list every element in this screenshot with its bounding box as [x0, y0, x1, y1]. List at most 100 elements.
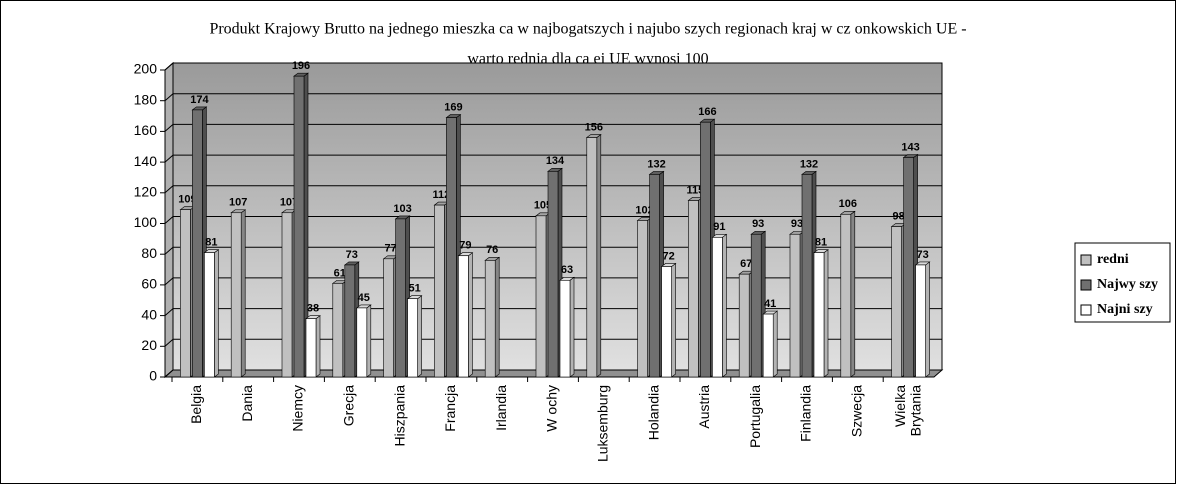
- bar: [649, 174, 660, 378]
- y-tick-label: 160: [134, 122, 158, 138]
- x-tick-label: WielkaBrytania: [892, 385, 923, 437]
- bar-side: [925, 261, 930, 378]
- data-label: 45: [358, 292, 370, 304]
- data-label: 102: [635, 204, 653, 216]
- bar: [180, 209, 191, 378]
- bar: [750, 233, 762, 378]
- data-label: 112: [433, 189, 451, 201]
- data-label: 81: [815, 237, 827, 249]
- bar: [547, 171, 559, 378]
- data-label: 93: [791, 218, 803, 230]
- x-tick-label: Szwecja: [849, 385, 865, 437]
- bar: [192, 109, 203, 378]
- data-label: 169: [444, 101, 462, 113]
- x-tick-label: Luksemburg: [595, 385, 611, 462]
- bar: [395, 218, 406, 378]
- chart-title: Produkt Krajowy Brutto na jednego mieszk…: [209, 21, 966, 38]
- data-label: 77: [384, 243, 396, 255]
- bar-side: [596, 133, 602, 378]
- grid-line: [164, 246, 174, 255]
- data-label: 93: [752, 218, 764, 230]
- data-label: 98: [892, 210, 904, 222]
- bar: [332, 283, 344, 378]
- bar: [446, 117, 457, 378]
- bar: [813, 252, 825, 378]
- grid-line: [164, 62, 174, 71]
- data-label: 132: [800, 158, 818, 170]
- x-tick-label: Portugalia: [747, 385, 763, 448]
- data-label: 103: [393, 203, 411, 215]
- y-tick-label: 200: [134, 61, 158, 77]
- bar: [738, 273, 750, 378]
- bar: [891, 226, 902, 378]
- bar: [356, 307, 368, 378]
- bar: [434, 204, 445, 378]
- y-tick-label: 80: [141, 245, 157, 261]
- data-label: 41: [764, 298, 776, 310]
- bar: [637, 220, 648, 378]
- bar-side: [494, 256, 500, 378]
- data-label: 67: [740, 258, 752, 270]
- grid-line: [164, 124, 174, 132]
- bar-side: [569, 276, 575, 378]
- data-label: 73: [916, 249, 928, 261]
- data-label: 63: [561, 264, 573, 276]
- x-tick-label: W ochy: [544, 385, 560, 432]
- y-tick-label: 60: [141, 276, 157, 292]
- bar: [712, 237, 723, 378]
- y-tick-label: 40: [141, 306, 157, 322]
- bar: [840, 213, 852, 378]
- grid-line: [164, 216, 174, 224]
- y-tick-label: 180: [134, 91, 158, 107]
- y-tick-label: 20: [141, 337, 157, 353]
- x-tick-label: Finlandia: [798, 385, 814, 442]
- legend-swatch: [1080, 304, 1092, 316]
- grid-line: [164, 308, 174, 316]
- bar: [559, 279, 571, 378]
- bar-side: [823, 249, 829, 378]
- x-tick-label: Irlandia: [493, 385, 509, 431]
- data-label: 105: [534, 200, 552, 212]
- bar-side: [417, 295, 422, 378]
- grid-line: [164, 185, 174, 194]
- y-tick-label: 100: [134, 214, 158, 230]
- bar: [789, 233, 801, 378]
- bar-side: [366, 304, 372, 378]
- data-label: 76: [486, 244, 498, 256]
- y-tick-label: 120: [134, 184, 158, 200]
- grid-line: [164, 369, 174, 378]
- data-label: 51: [408, 283, 420, 295]
- x-tick-label: Austria: [696, 385, 712, 429]
- bar: [801, 174, 813, 378]
- data-label: 107: [229, 197, 247, 209]
- bar-side: [240, 209, 246, 378]
- data-label: 166: [698, 106, 716, 118]
- bar: [458, 255, 469, 378]
- bar: [688, 200, 699, 378]
- bar: [305, 318, 317, 378]
- bar: [383, 258, 394, 378]
- bar: [484, 260, 496, 378]
- bar: [661, 266, 672, 378]
- data-label: 132: [647, 158, 665, 170]
- bar: [204, 252, 215, 378]
- bar: [407, 298, 418, 378]
- grid-line: [164, 338, 174, 347]
- legend-swatch: [1080, 279, 1092, 291]
- bar: [344, 264, 356, 378]
- data-label: 106: [839, 198, 857, 210]
- legend-label: Najwy szy: [1097, 277, 1158, 292]
- bar: [586, 137, 598, 378]
- data-label: 91: [713, 221, 725, 233]
- bar-side: [315, 315, 321, 378]
- bar: [230, 212, 242, 378]
- data-label: 61: [334, 267, 346, 279]
- bar: [915, 264, 926, 378]
- x-tick-label: Holandia: [645, 385, 661, 440]
- data-label: 107: [280, 197, 298, 209]
- x-tick-label: Francja: [442, 385, 458, 432]
- bar: [903, 157, 914, 378]
- bar-side: [722, 233, 727, 378]
- data-label: 174: [190, 94, 209, 106]
